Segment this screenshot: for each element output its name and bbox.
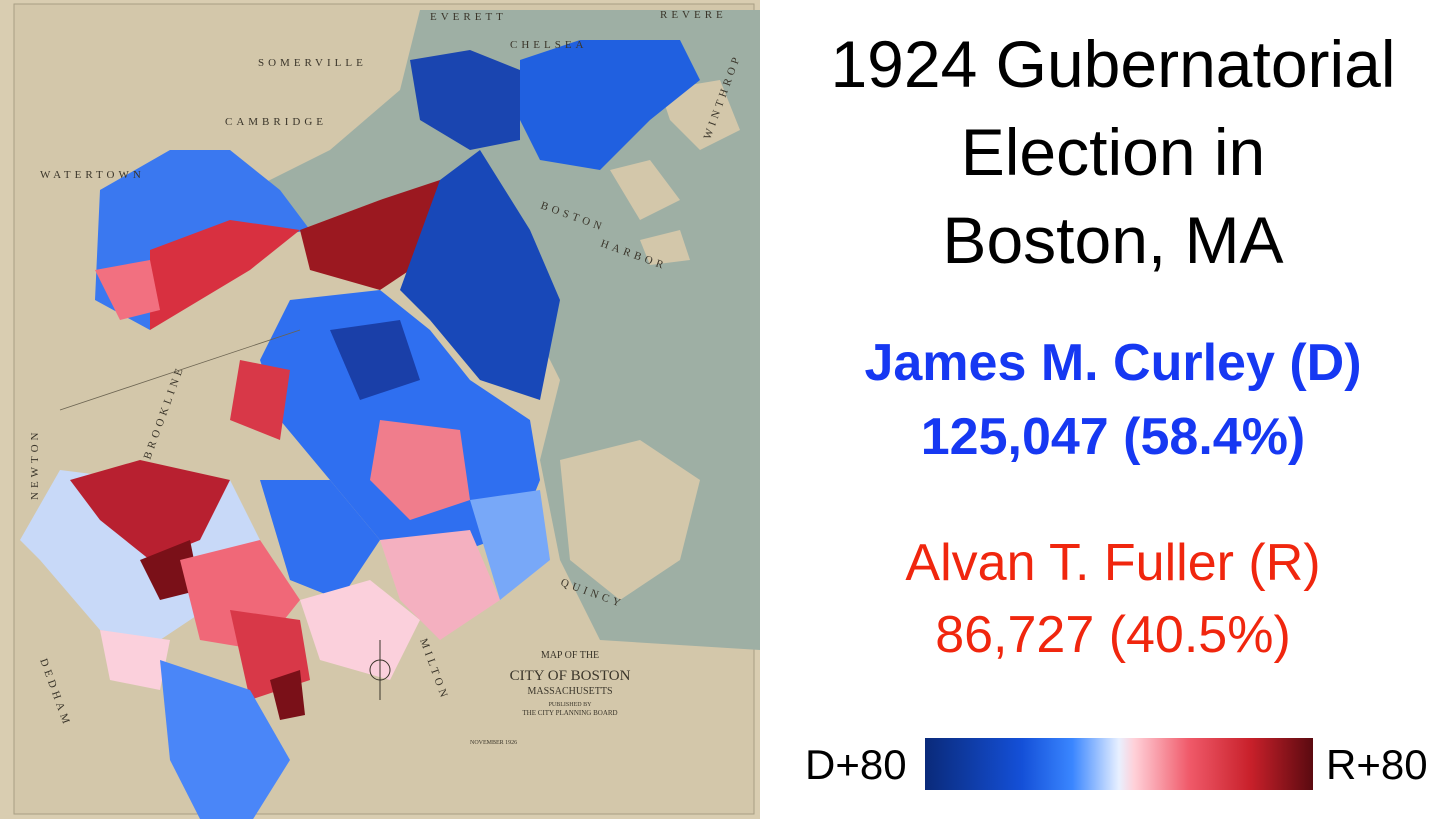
- map: EVERETT REVERE CHELSEA SOMERVILLE CAMBRI…: [0, 0, 760, 819]
- back-bay-ward: [300, 180, 440, 290]
- candidate-name: James M. Curley (D): [864, 334, 1362, 392]
- map-label: REVERE: [660, 9, 727, 21]
- roxbury-ward: [330, 320, 420, 400]
- brighton-ward: [150, 220, 300, 330]
- jamaica-plain-ward: [230, 360, 290, 440]
- title-line: 1924 Gubernatorial: [830, 27, 1396, 101]
- cartouche-line: THE CITY PLANNING BOARD: [522, 709, 617, 717]
- candidate-result: 86,727 (40.5%): [935, 606, 1291, 664]
- cartouche-line: MASSACHUSETTS: [527, 686, 612, 697]
- map-label: WATERTOWN: [40, 169, 145, 181]
- candidate-name: Alvan T. Fuller (R): [905, 534, 1321, 592]
- boundary: [59, 329, 301, 411]
- dorchester-ward: [470, 490, 550, 600]
- roslindale-ward: [100, 630, 170, 690]
- hyde-park-ward: [160, 660, 290, 819]
- map-label: EVERETT: [430, 11, 507, 23]
- hyde-park-ward: [270, 670, 305, 720]
- dorchester-ward: [300, 580, 420, 680]
- dorchester-ward: [370, 420, 470, 520]
- islands: [560, 160, 700, 600]
- candidate-result: 125,047 (58.4%): [920, 408, 1306, 466]
- cartouche-line: PUBLISHED BY: [549, 702, 593, 708]
- south-boston-ward: [400, 150, 560, 400]
- compass: [369, 659, 391, 681]
- legend-colorbar: [925, 738, 1313, 790]
- east-boston-ward: [520, 40, 700, 170]
- mattapan-ward: [260, 480, 380, 600]
- cartouche-line: CITY OF BOSTON: [510, 668, 631, 684]
- brighton-ward: [95, 260, 160, 320]
- charlestown-ward: [410, 50, 520, 150]
- cartouche-line: MAP OF THE: [541, 650, 599, 661]
- map-label: SOMERVILLE: [258, 57, 367, 69]
- title-line: Election in: [960, 115, 1266, 189]
- info-panel: 1924 Gubernatorial Election in Boston, M…: [770, 0, 1456, 819]
- west-roxbury-ward: [140, 540, 200, 600]
- title-line: Boston, MA: [942, 203, 1284, 277]
- map-label: CAMBRIDGE: [225, 116, 327, 128]
- map-label: CHELSEA: [510, 39, 588, 51]
- legend-left-label: D+80: [805, 741, 907, 788]
- legend-right-label: R+80: [1326, 741, 1428, 788]
- west-roxbury-ward: [70, 460, 230, 560]
- map-date: NOVEMBER 1926: [470, 740, 517, 746]
- winthrop-land: [660, 80, 740, 150]
- map-label: NEWTON: [29, 429, 41, 500]
- dorchester-ward: [380, 530, 500, 640]
